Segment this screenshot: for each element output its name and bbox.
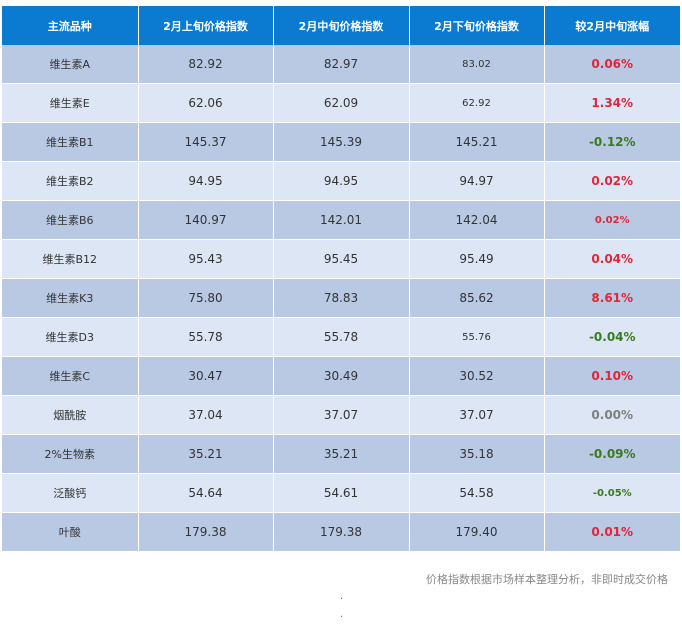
table-row: 维生素K3 75.80 78.83 85.62 8.61% (2, 278, 680, 318)
table-body: 维生素A 82.92 82.97 83.02 0.06% 维生素E 62.06 62.09 62… (2, 45, 680, 552)
variety-cell: 维生素D3 (2, 317, 139, 357)
early-feb-cell: 140.97 (138, 200, 274, 240)
price-index-table-container: 主流品种 2月上旬价格指数 2月中旬价格指数 2月下旬价格指数 较2月中旬涨幅 … (2, 6, 680, 552)
change-cell: 0.02% (544, 200, 680, 240)
change-cell: 1.34% (544, 83, 680, 123)
mid-feb-cell: 179.38 (273, 512, 410, 552)
variety-cell: 维生素B1 (2, 122, 139, 162)
change-cell: -0.04% (544, 317, 680, 357)
mid-feb-cell: 55.78 (273, 317, 410, 357)
variety-cell: 烟酰胺 (2, 395, 139, 435)
late-feb-cell: 94.97 (409, 161, 545, 201)
mid-feb-cell: 78.83 (273, 278, 410, 318)
table-row: 维生素B2 94.95 94.95 94.97 0.02% (2, 161, 680, 201)
table-header-row: 主流品种 2月上旬价格指数 2月中旬价格指数 2月下旬价格指数 较2月中旬涨幅 (2, 6, 680, 45)
late-feb-cell: 62.92 (409, 83, 545, 123)
variety-cell: 维生素K3 (2, 278, 139, 318)
late-feb-cell: 95.49 (409, 239, 545, 279)
table-row: 烟酰胺 37.04 37.07 37.07 0.00% (2, 395, 680, 435)
table-row: 维生素B6 140.97 142.01 142.04 0.02% (2, 200, 680, 240)
change-cell: 0.02% (544, 161, 680, 201)
header-change: 较2月中旬涨幅 (544, 6, 680, 45)
mid-feb-cell: 54.61 (273, 473, 410, 513)
late-feb-cell: 179.40 (409, 512, 545, 552)
early-feb-cell: 62.06 (138, 83, 274, 123)
variety-cell: 泛酸钙 (2, 473, 139, 513)
change-cell: 0.00% (544, 395, 680, 435)
variety-cell: 维生素A (2, 45, 139, 84)
variety-cell: 叶酸 (2, 512, 139, 552)
variety-cell: 维生素B6 (2, 200, 139, 240)
table-row: 叶酸 179.38 179.38 179.40 0.01% (2, 512, 680, 552)
header-variety: 主流品种 (2, 6, 139, 45)
late-feb-cell: 85.62 (409, 278, 545, 318)
late-feb-cell: 37.07 (409, 395, 545, 435)
table-row: 维生素D3 55.78 55.78 55.76 -0.04% (2, 317, 680, 357)
late-feb-cell: 54.58 (409, 473, 545, 513)
late-feb-cell: 83.02 (409, 45, 545, 84)
mid-feb-cell: 35.21 (273, 434, 410, 474)
late-feb-cell: 35.18 (409, 434, 545, 474)
variety-cell: 维生素B2 (2, 161, 139, 201)
variety-cell: 维生素C (2, 356, 139, 396)
header-late-feb: 2月下旬价格指数 (409, 6, 545, 45)
early-feb-cell: 94.95 (138, 161, 274, 201)
mid-feb-cell: 95.45 (273, 239, 410, 279)
mid-feb-cell: 82.97 (273, 45, 410, 84)
mid-feb-cell: 62.09 (273, 83, 410, 123)
early-feb-cell: 95.43 (138, 239, 274, 279)
mid-feb-cell: 30.49 (273, 356, 410, 396)
change-cell: -0.12% (544, 122, 680, 162)
table-row: 维生素A 82.92 82.97 83.02 0.06% (2, 45, 680, 84)
early-feb-cell: 30.47 (138, 356, 274, 396)
table-row: 维生素C 30.47 30.49 30.52 0.10% (2, 356, 680, 396)
price-index-table: 主流品种 2月上旬价格指数 2月中旬价格指数 2月下旬价格指数 较2月中旬涨幅 … (2, 6, 680, 552)
decorative-dot-2: · (340, 612, 344, 623)
table-row: 泛酸钙 54.64 54.61 54.58 -0.05% (2, 473, 680, 513)
late-feb-cell: 55.76 (409, 317, 545, 357)
change-cell: 0.06% (544, 45, 680, 84)
table-row: 维生素B1 145.37 145.39 145.21 -0.12% (2, 122, 680, 162)
footnote: 价格指数根据市场样本整理分析，非即时成交价格 (426, 573, 668, 586)
late-feb-cell: 142.04 (409, 200, 545, 240)
mid-feb-cell: 94.95 (273, 161, 410, 201)
variety-cell: 维生素E (2, 83, 139, 123)
early-feb-cell: 37.04 (138, 395, 274, 435)
table-row: 维生素E 62.06 62.09 62.92 1.34% (2, 83, 680, 123)
change-cell: 8.61% (544, 278, 680, 318)
header-early-feb: 2月上旬价格指数 (138, 6, 274, 45)
table-row: 维生素B12 95.43 95.45 95.49 0.04% (2, 239, 680, 279)
change-cell: -0.05% (544, 473, 680, 513)
header-mid-feb: 2月中旬价格指数 (273, 6, 410, 45)
change-cell: 0.01% (544, 512, 680, 552)
early-feb-cell: 145.37 (138, 122, 274, 162)
mid-feb-cell: 142.01 (273, 200, 410, 240)
decorative-dot-1: · (340, 594, 344, 605)
early-feb-cell: 54.64 (138, 473, 274, 513)
early-feb-cell: 179.38 (138, 512, 274, 552)
variety-cell: 维生素B12 (2, 239, 139, 279)
late-feb-cell: 145.21 (409, 122, 545, 162)
change-cell: -0.09% (544, 434, 680, 474)
mid-feb-cell: 145.39 (273, 122, 410, 162)
early-feb-cell: 55.78 (138, 317, 274, 357)
variety-cell: 2%生物素 (2, 434, 139, 474)
early-feb-cell: 82.92 (138, 45, 274, 84)
change-cell: 0.10% (544, 356, 680, 396)
late-feb-cell: 30.52 (409, 356, 545, 396)
change-cell: 0.04% (544, 239, 680, 279)
early-feb-cell: 35.21 (138, 434, 274, 474)
early-feb-cell: 75.80 (138, 278, 274, 318)
mid-feb-cell: 37.07 (273, 395, 410, 435)
table-row: 2%生物素 35.21 35.21 35.18 -0.09% (2, 434, 680, 474)
